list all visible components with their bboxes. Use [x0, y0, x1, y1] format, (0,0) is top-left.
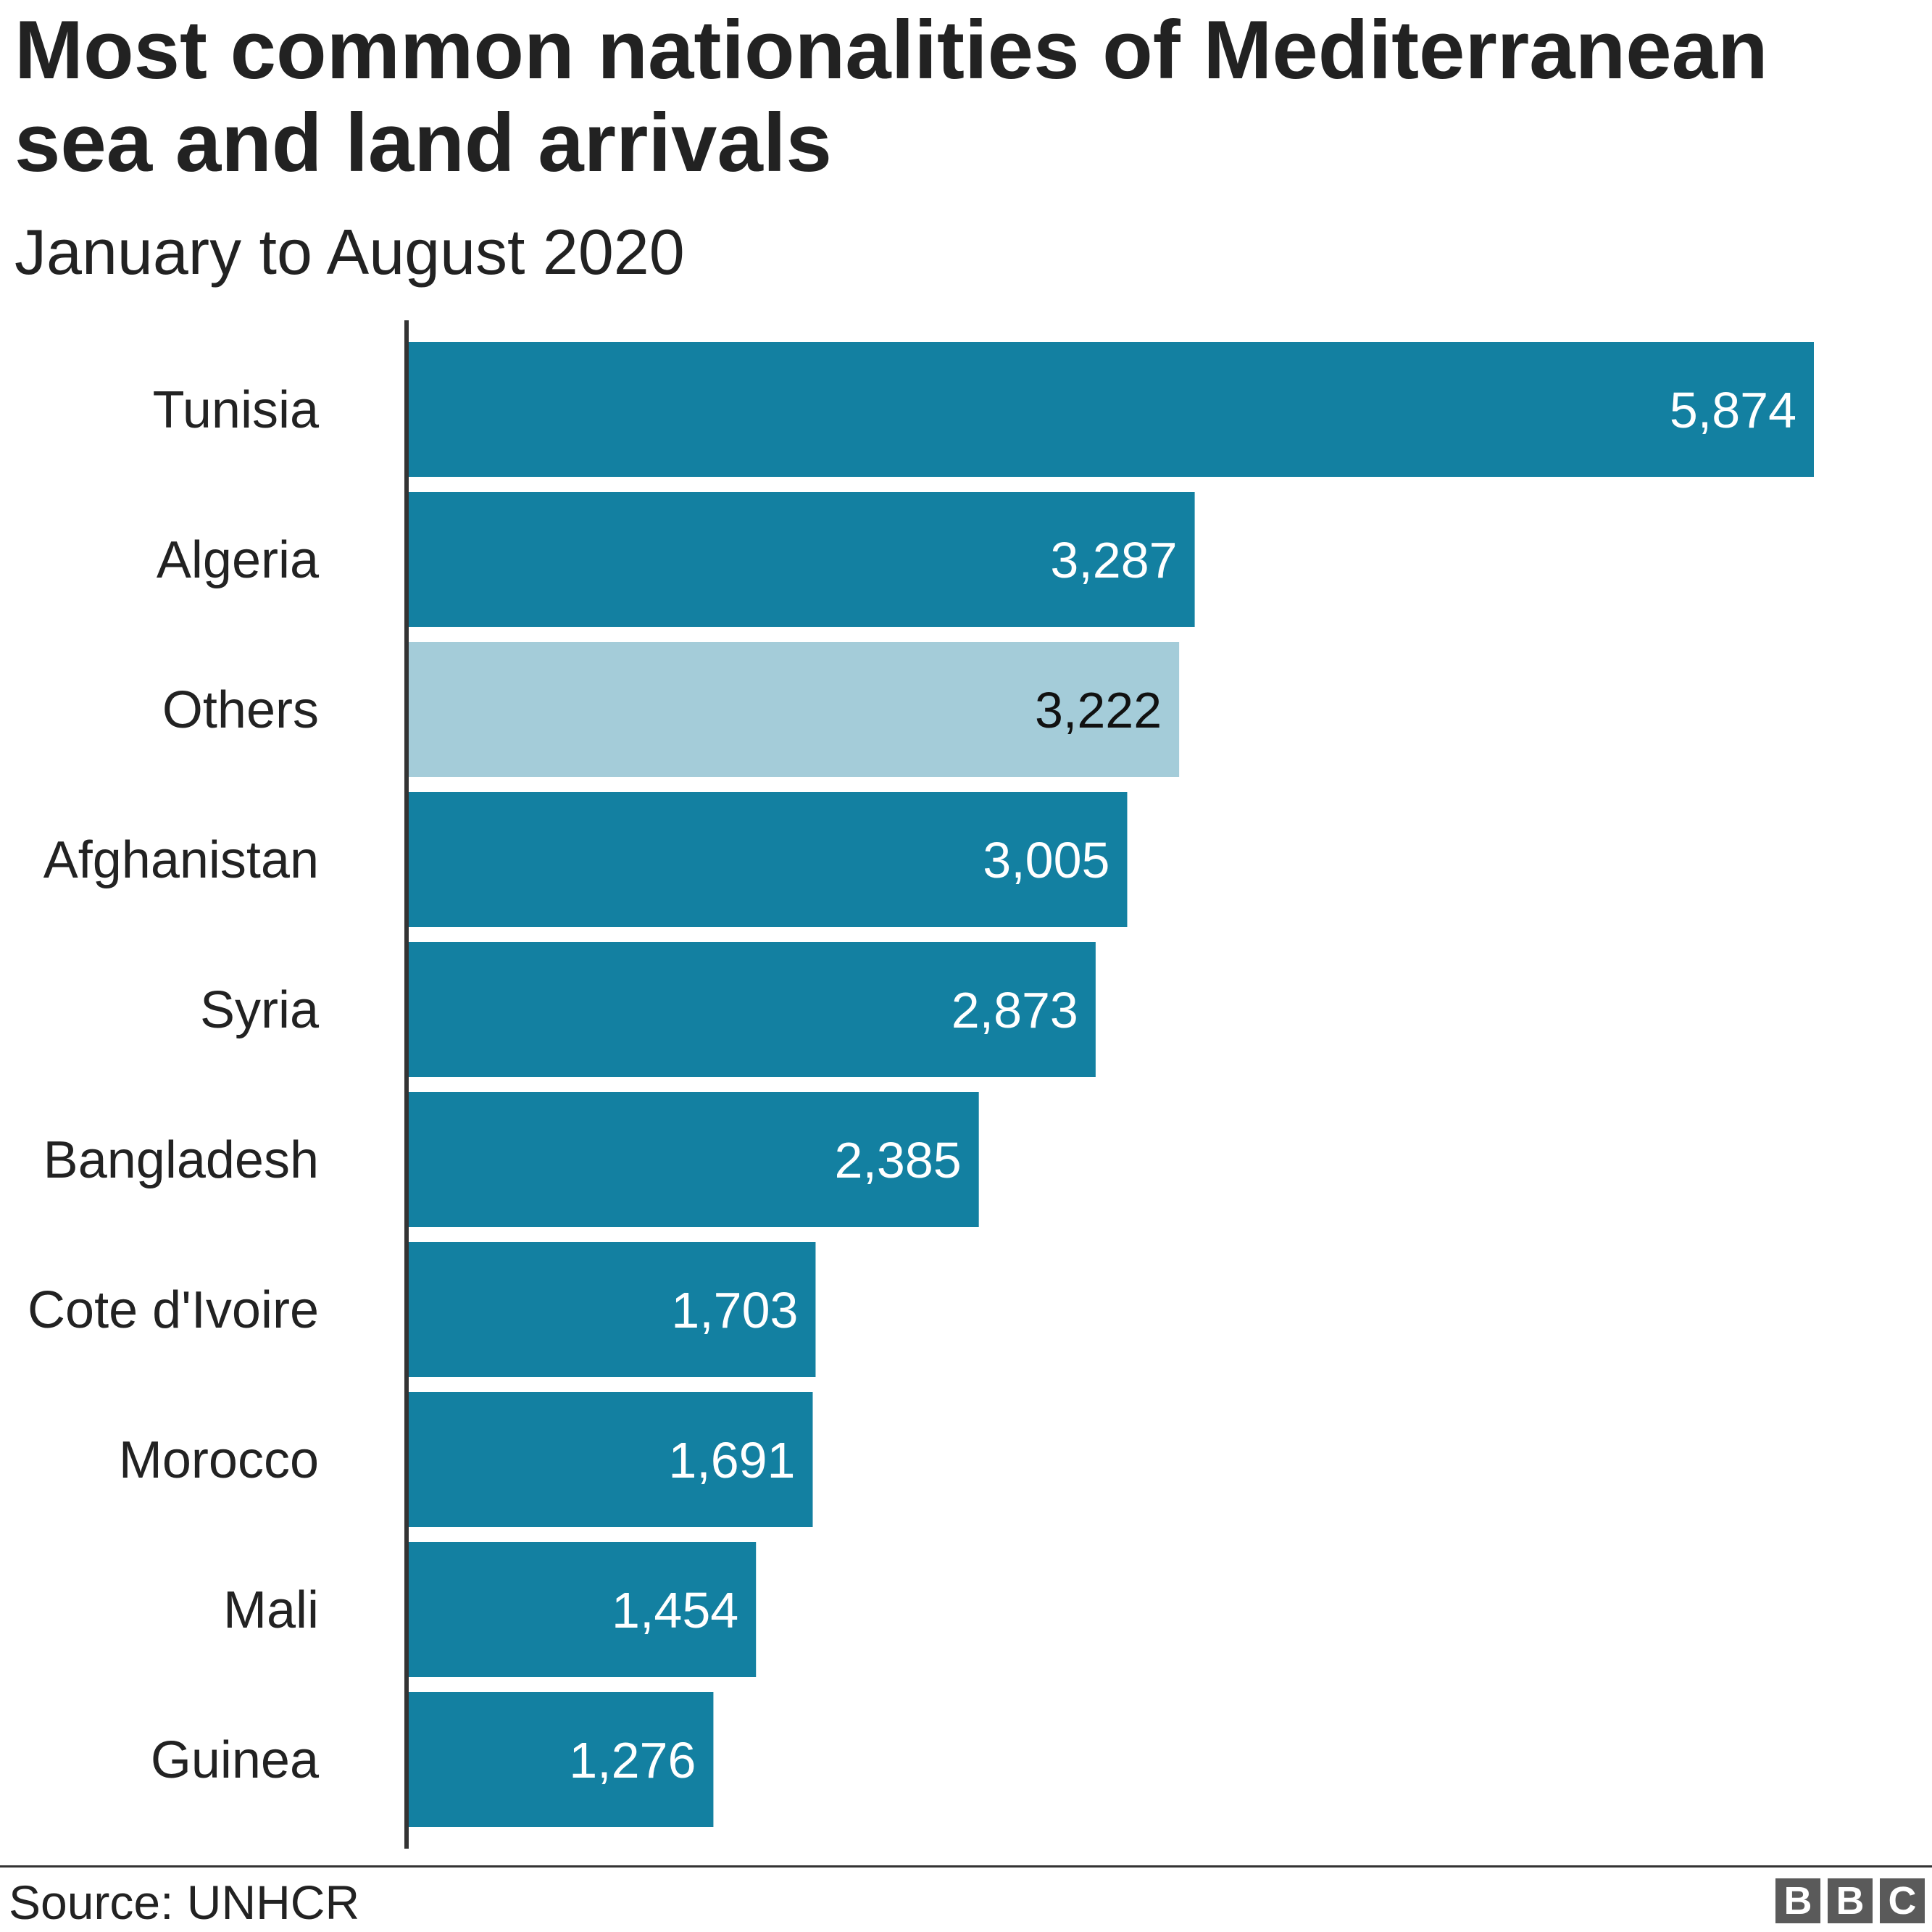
bbc-logo-letter-2: B [1828, 1878, 1873, 1923]
category-label-syria: Syria [200, 981, 320, 1039]
category-label-mali: Mali [223, 1581, 319, 1639]
bbc-logo: B B C [1775, 1878, 1925, 1923]
value-label-guinea: 1,276 [569, 1732, 696, 1789]
bbc-logo-letter-3: C [1880, 1878, 1925, 1923]
category-label-others: Others [162, 681, 319, 739]
bar-bangladesh [408, 1092, 979, 1227]
bar-mali [408, 1542, 757, 1677]
chart-title: Most common nationalities of Mediterrane… [14, 4, 1768, 189]
category-label-bangladesh: Bangladesh [43, 1131, 319, 1189]
value-label-others: 3,222 [1035, 682, 1162, 738]
value-label-syria: 2,873 [952, 982, 1078, 1038]
category-label-cote-d-ivoire: Cote d'Ivoire [28, 1281, 319, 1339]
source-note: Source: UNHCR [9, 1875, 360, 1929]
value-label-morocco: 1,691 [668, 1432, 795, 1488]
bar-cote-d-ivoire [408, 1242, 816, 1377]
bar-others [408, 642, 1180, 777]
bar-afghanistan [408, 792, 1128, 927]
bar-tunisia [408, 342, 1814, 477]
bar-syria [408, 942, 1096, 1077]
value-label-algeria: 3,287 [1050, 532, 1177, 588]
bar-algeria [408, 492, 1195, 627]
value-label-bangladesh: 2,385 [835, 1132, 962, 1188]
value-label-mali: 1,454 [612, 1582, 738, 1639]
category-label-algeria: Algeria [157, 531, 320, 589]
value-label-afghanistan: 3,005 [983, 832, 1109, 888]
bar-morocco [408, 1392, 813, 1527]
category-label-morocco: Morocco [119, 1431, 319, 1489]
value-label-tunisia: 5,874 [1670, 382, 1796, 438]
bar-guinea [408, 1692, 714, 1827]
category-label-guinea: Guinea [151, 1731, 320, 1789]
chart-subtitle: January to August 2020 [14, 216, 685, 288]
value-label-cote-d-ivoire: 1,703 [671, 1282, 798, 1338]
category-label-tunisia: Tunisia [153, 381, 320, 439]
bbc-logo-letter-1: B [1775, 1878, 1820, 1923]
category-label-afghanistan: Afghanistan [43, 831, 319, 889]
footer-divider [0, 1865, 1932, 1868]
